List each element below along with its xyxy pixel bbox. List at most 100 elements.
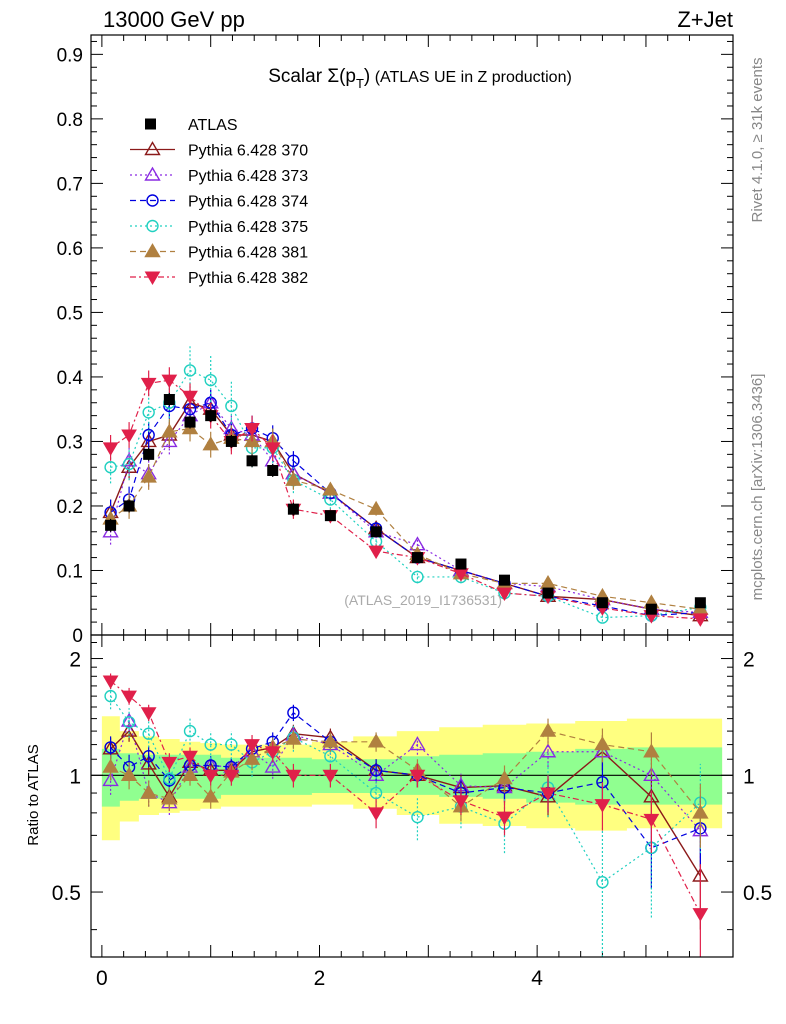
- point-s375: [104, 461, 117, 474]
- point-s381: [140, 468, 157, 483]
- point-ATLAS: [694, 597, 706, 609]
- point-ATLAS: [411, 552, 423, 564]
- point-ATLAS: [596, 597, 608, 609]
- point-s381: [202, 436, 219, 451]
- ratio-ytick-label: 1: [69, 765, 81, 788]
- point-ATLAS: [370, 526, 382, 538]
- ratio-point-s382: [140, 707, 157, 721]
- ratio-point-s382: [264, 746, 281, 760]
- ratio-point-s381: [285, 730, 302, 745]
- ratio-point-s381: [496, 770, 513, 785]
- legend-marker-ATLAS: [145, 118, 156, 130]
- ratio-axis-label: Ratio to ATLAS: [25, 744, 42, 845]
- ratio-point-s370: [140, 755, 157, 770]
- title-sub: T: [356, 76, 364, 91]
- ratio-point-s374: [369, 764, 383, 777]
- main-ytick-label: 0.1: [57, 561, 83, 582]
- legend-label-s375: Pythia 6.428 375: [188, 219, 308, 236]
- main-ytick-label: 0.7: [57, 174, 83, 195]
- legend-entry-s374: Pythia 6.428 374: [130, 194, 308, 211]
- legend-label-s381: Pythia 6.428 381: [188, 245, 308, 262]
- legend-entry-s370: Pythia 6.428 370: [130, 141, 308, 160]
- ratio-point-s373: [120, 712, 138, 727]
- point-s375: [142, 406, 155, 419]
- ratio-frame: [90, 634, 734, 958]
- point-ATLAS: [163, 394, 175, 406]
- xtick-label: 2: [314, 967, 326, 990]
- ratio-point-s382: [692, 908, 709, 922]
- main-series-layer: [102, 344, 709, 627]
- ratio-point-s382: [102, 675, 119, 690]
- ratio-point-s375: [104, 689, 117, 703]
- ratio-point-s382: [594, 799, 611, 813]
- legend-label-s382: Pythia 6.428 382: [188, 270, 308, 287]
- ratio-point-s382: [182, 750, 198, 765]
- ratio-series-layer: [102, 673, 709, 957]
- point-ATLAS: [324, 510, 336, 522]
- legend-marker-s381: [144, 243, 161, 258]
- ratio-point-s381: [243, 750, 261, 765]
- ratio-point-s381: [120, 766, 138, 781]
- main-ytick-label: 0.3: [57, 432, 83, 453]
- point-ATLAS: [455, 558, 467, 570]
- chart-title: Scalar Σ(pT) (ATLAS UE in Z production): [268, 66, 572, 91]
- ratio-point-s381: [140, 784, 157, 799]
- legend-entry-s373: Pythia 6.428 373: [130, 166, 308, 185]
- ratio-point-s381: [692, 804, 709, 819]
- ratio-point-s373: [102, 772, 119, 787]
- legend-entry-ATLAS: ATLAS: [145, 117, 238, 134]
- point-s381: [285, 471, 302, 486]
- point-ATLAS: [143, 448, 155, 460]
- point-ATLAS: [105, 519, 117, 531]
- point-ATLAS: [205, 410, 217, 422]
- ratio-ytick-label: 2: [69, 649, 81, 672]
- ratio-point-s373: [539, 743, 557, 758]
- ratio-point-s375: [183, 724, 197, 738]
- series-ATLAS: [105, 393, 706, 615]
- main-ytick-label: 0.5: [57, 303, 83, 324]
- ratio-point-s373: [264, 758, 281, 773]
- legend-entry-s381: Pythia 6.428 381: [130, 243, 308, 262]
- point-s382: [121, 429, 137, 443]
- ratio-point-s382: [223, 769, 240, 784]
- ratio-point-s382: [285, 769, 302, 784]
- point-ATLAS: [246, 455, 258, 467]
- legend-entry-s382: Pythia 6.428 382: [130, 270, 308, 287]
- ratio-point-s382: [643, 813, 660, 828]
- point-s374: [287, 454, 300, 468]
- ratio-point-s382: [540, 787, 556, 802]
- legend-marker-s382: [144, 271, 161, 285]
- ratio-point-s375: [225, 738, 238, 751]
- main-ytick-label: 0.9: [57, 45, 83, 66]
- ratio-point-s382: [496, 811, 513, 826]
- point-s382: [161, 374, 178, 389]
- ratio-point-s374: [142, 750, 155, 763]
- ratio-point-s375: [411, 810, 424, 824]
- ratio-point-s381: [367, 733, 385, 748]
- ratio-point-s375: [369, 786, 383, 800]
- point-s381: [161, 423, 178, 438]
- ratio-point-s375: [142, 727, 155, 740]
- analysis-watermark: (ATLAS_2019_I1736531): [344, 592, 502, 608]
- point-ATLAS: [645, 603, 657, 615]
- ratio-point-s381: [322, 733, 339, 748]
- point-s382: [140, 377, 157, 392]
- legend-marker-s373: [144, 166, 161, 181]
- point-s375: [122, 457, 136, 471]
- xtick-label: 4: [531, 967, 543, 990]
- main-ytick-label: 0.4: [57, 368, 84, 389]
- ratio-series-s382: [102, 673, 709, 957]
- legend: ATLAS Pythia 6.428 370 Pythia 6.428 373 Pyt…: [130, 117, 308, 287]
- point-s375: [225, 399, 238, 413]
- point-s382: [182, 390, 198, 405]
- legend-marker-s374: [146, 194, 159, 207]
- point-s381: [322, 481, 339, 496]
- ratio-point-s382: [121, 690, 137, 705]
- legend-marker-s375: [146, 219, 159, 233]
- ratio-point-s375: [122, 716, 136, 729]
- ratio-point-s382: [368, 807, 384, 821]
- ratio-point-s382: [322, 769, 339, 784]
- point-s382: [244, 423, 260, 437]
- legend-label-s370: Pythia 6.428 370: [188, 143, 308, 160]
